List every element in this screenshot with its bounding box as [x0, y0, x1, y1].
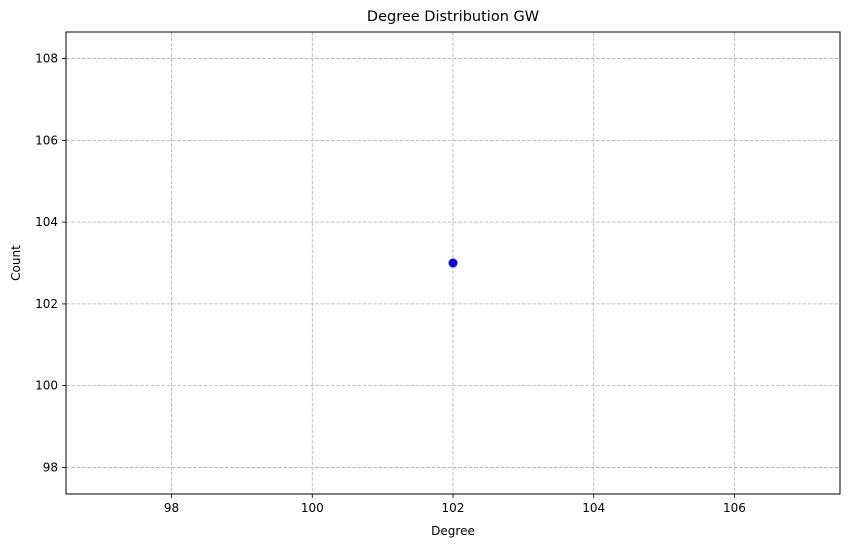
- x-tick-label: 98: [164, 501, 179, 515]
- x-tick-label: 102: [442, 501, 465, 515]
- y-tick-label: 104: [35, 215, 58, 229]
- x-tick-label: 100: [301, 501, 324, 515]
- y-axis-label: Count: [9, 245, 23, 281]
- y-tick-label: 100: [35, 379, 58, 393]
- y-tick-label: 98: [43, 460, 58, 474]
- y-tick-label: 108: [35, 52, 58, 66]
- x-tick-label: 106: [723, 501, 746, 515]
- chart-title: Degree Distribution GW: [367, 9, 539, 25]
- scatter-points: [448, 258, 458, 268]
- grid: [66, 32, 840, 494]
- y-tick-label: 106: [35, 133, 58, 147]
- y-tick-label: 102: [35, 297, 58, 311]
- x-axis-label: Degree: [431, 524, 475, 538]
- axis-ticks: 98 100 102 104 106 98 100 102 104 106 108: [35, 52, 746, 515]
- scatter-point: [448, 258, 458, 268]
- x-tick-label: 104: [582, 501, 605, 515]
